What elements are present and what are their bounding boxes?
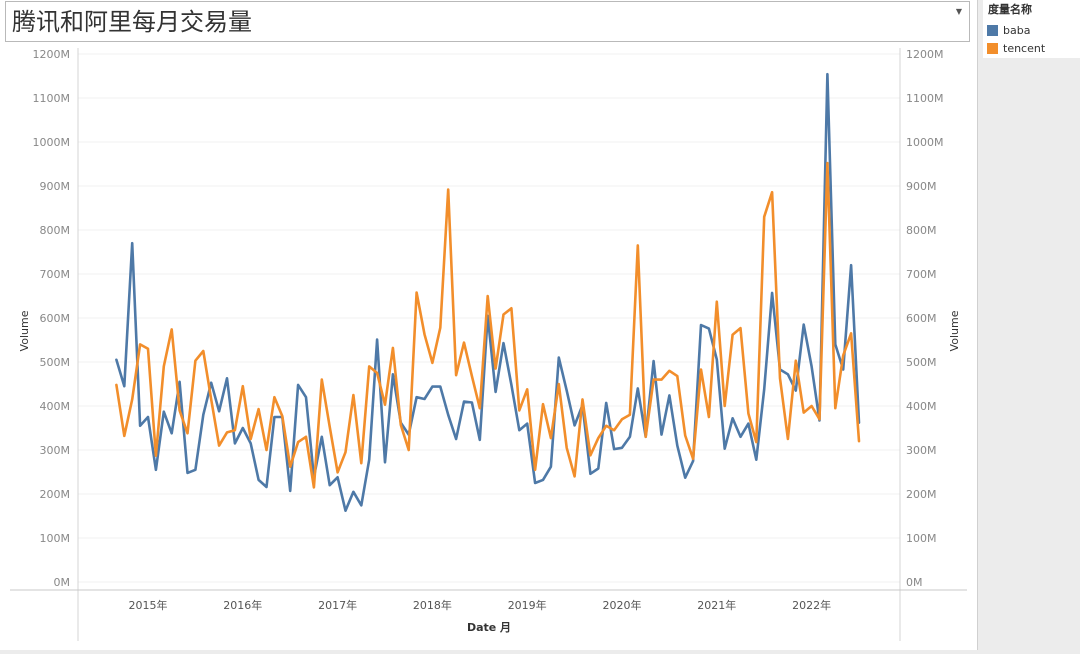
y-tick-label-right: 700M (906, 268, 937, 281)
legend-label-baba: baba (1003, 23, 1031, 37)
legend-title: 度量名称 (988, 3, 1032, 16)
x-axis-label: Date 月 (467, 621, 511, 634)
y-tick-label-right: 0M (906, 576, 923, 589)
y-tick-label-left: 0M (54, 576, 71, 589)
x-tick-label: 2017年 (318, 598, 357, 612)
y-axis-right: 0M 100M 200M 300M 400M 500M 600M 700M 800M 900M 10… (906, 48, 944, 589)
series-lines (115, 72, 861, 513)
x-tick-label: 2020年 (603, 598, 642, 612)
x-axis: 2015年 2016年 2017年 2018年 2019年 2020年 2021年 2022年 (129, 598, 832, 612)
series-line-tencent (115, 161, 861, 489)
gridlines (78, 53, 900, 583)
legend-swatch-baba (987, 24, 998, 36)
legend-label-tencent: tencent (1003, 41, 1046, 55)
y-axis-label-right: Volume (948, 310, 961, 351)
page-title: 腾讯和阿里每月交易量 (12, 8, 252, 36)
y-tick-label-right: 500M (906, 356, 937, 369)
y-tick-label-right: 800M (906, 224, 937, 237)
y-tick-label-right: 300M (906, 444, 937, 457)
y-tick-label-right: 200M (906, 488, 937, 501)
dashboard: 腾讯和阿里每月交易量 ▼ 0M 100M 200M 300M 400M 500M 600M 7… (0, 0, 978, 650)
y-tick-label-left: 700M (40, 268, 71, 281)
x-tick-label: 2016年 (223, 598, 262, 612)
y-tick-label-left: 300M (40, 444, 71, 457)
legend-swatch-tencent (987, 42, 998, 54)
title-box: 腾讯和阿里每月交易量 ▼ (5, 1, 970, 42)
y-tick-label-left: 100M (40, 532, 71, 545)
y-tick-label-left: 800M (40, 224, 71, 237)
chart-frame: 0M 100M 200M 300M 400M 500M 600M 700M 800M 900M 10… (0, 44, 977, 650)
x-tick-label: 2021年 (697, 598, 736, 612)
chevron-down-icon[interactable]: ▼ (955, 7, 963, 16)
y-tick-label-right: 1000M (906, 136, 944, 149)
y-tick-label-right: 1100M (906, 92, 944, 105)
y-tick-label-right: 100M (906, 532, 937, 545)
x-tick-label: 2015年 (129, 598, 168, 612)
series-line-baba (115, 72, 861, 513)
y-axis-left: 0M 100M 200M 300M 400M 500M 600M 700M 800M 900M 10… (33, 48, 71, 589)
legend-item-tencent[interactable]: tencent (987, 41, 1045, 55)
y-tick-label-right: 900M (906, 180, 937, 193)
legend-item-baba[interactable]: baba (987, 23, 1030, 37)
y-tick-label-left: 400M (40, 400, 71, 413)
y-tick-label-right: 600M (906, 312, 937, 325)
chart-axes-frame (10, 48, 967, 641)
y-tick-label-left: 1100M (33, 92, 71, 105)
y-tick-label-left: 900M (40, 180, 71, 193)
y-tick-label-left: 600M (40, 312, 71, 325)
y-tick-label-right: 1200M (906, 48, 944, 61)
x-tick-label: 2022年 (792, 598, 831, 612)
x-tick-label: 2018年 (413, 598, 452, 612)
y-tick-label-left: 1000M (33, 136, 71, 149)
y-tick-label-right: 400M (906, 400, 937, 413)
legend: 度量名称 baba tencent (983, 0, 1080, 58)
y-tick-label-left: 1200M (33, 48, 71, 61)
x-tick-label: 2019年 (508, 598, 547, 612)
y-tick-label-left: 200M (40, 488, 71, 501)
line-chart: 0M 100M 200M 300M 400M 500M 600M 700M 800M 900M 10… (10, 48, 967, 641)
y-axis-label-left: Volume (18, 310, 31, 351)
y-tick-label-left: 500M (40, 356, 71, 369)
